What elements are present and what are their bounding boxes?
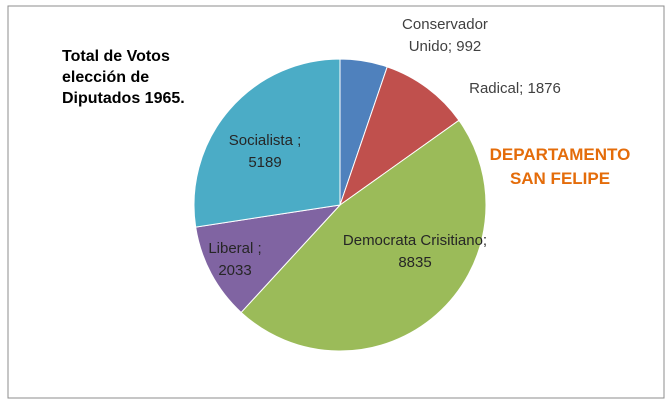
pie-slice [193,58,341,228]
pie-slice [240,119,487,352]
data-label: Radical; 1876 [469,80,561,97]
chart-title: Total de Votos elección de Diputados 196… [62,48,185,107]
data-label: Socialista ; 5189 [228,132,302,171]
data-label-box: Democrata Crisitiano; 8835 [342,232,488,271]
data-label-box: Radical; 1876 [469,80,561,97]
title-box: Total de Votos elección de Diputados 196… [62,48,185,107]
data-label: Liberal ; 2033 [208,240,262,279]
data-label: Conservador Unido; 992 [402,16,488,55]
data-label-box: Liberal ; 2033 [208,240,262,279]
pie-slice [339,66,460,207]
data-label-box: Socialista ; 5189 [228,132,302,171]
pie-slice [195,204,342,314]
data-label-box: Conservador Unido; 992 [402,16,488,55]
subtitle-box: DEPARTAMENTO SAN FELIPE [489,145,631,188]
data-label: Democrata Crisitiano; 8835 [342,232,488,271]
chart-subtitle: DEPARTAMENTO SAN FELIPE [489,145,631,188]
